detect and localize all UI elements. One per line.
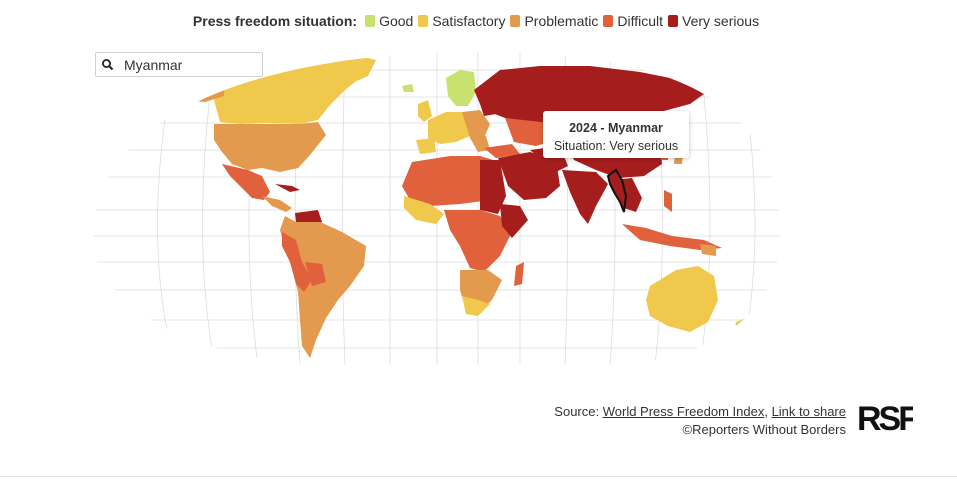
region-central-america[interactable]: [262, 196, 292, 212]
region-central-africa[interactable]: [444, 210, 512, 272]
legend-swatch-problematic: [510, 15, 521, 27]
region-cuba[interactable]: [275, 184, 300, 192]
legend-label-good: Good: [379, 13, 414, 29]
tooltip-title: 2024 - Myanmar: [569, 121, 663, 135]
region-uk[interactable]: [418, 100, 432, 122]
map-canvas[interactable]: [0, 40, 957, 370]
region-north-africa[interactable]: [402, 156, 504, 206]
source-link[interactable]: World Press Freedom Index: [602, 404, 765, 419]
legend-item-problematic: Problematic: [510, 13, 598, 29]
legend-title: Press freedom situation:: [192, 13, 358, 29]
footer-source-line: Source: World Press Freedom Index, Link …: [554, 403, 846, 421]
legend-swatch-satisfactory: [418, 15, 429, 27]
region-bolivia[interactable]: [305, 262, 326, 286]
region-nordics[interactable]: [446, 70, 476, 106]
tooltip-situation: Situation: Very serious: [553, 139, 679, 153]
footer-copyright: ©Reporters Without Borders: [682, 422, 846, 437]
region-greenland[interactable]: [318, 56, 376, 84]
legend: Press freedom situation: Good Satisfacto…: [0, 13, 957, 29]
legend-label-problematic: Problematic: [524, 13, 599, 29]
region-south-america[interactable]: [280, 216, 366, 358]
region-east-africa[interactable]: [500, 204, 528, 238]
map-tooltip: 2024 - Myanmar Situation: Very serious: [543, 111, 689, 158]
share-link[interactable]: Link to share: [771, 404, 846, 419]
legend-item-very-serious: Very serious: [668, 13, 759, 29]
bottom-divider: [0, 476, 957, 477]
source-prefix: Source:: [554, 404, 603, 419]
svg-text:RSF: RSF: [857, 400, 913, 436]
region-iberia[interactable]: [416, 138, 436, 154]
region-turkey[interactable]: [484, 144, 520, 158]
legend-swatch-good: [365, 15, 376, 27]
region-png[interactable]: [700, 244, 716, 256]
legend-item-satisfactory: Satisfactory: [418, 13, 505, 29]
region-west-europe[interactable]: [428, 112, 472, 144]
footer-source: Source: World Press Freedom Index, Link …: [554, 403, 846, 439]
legend-swatch-difficult: [603, 15, 614, 27]
region-west-africa[interactable]: [404, 196, 444, 224]
legend-swatch-very-serious: [668, 15, 679, 27]
region-egypt-sudan[interactable]: [480, 160, 506, 214]
region-south-africa[interactable]: [462, 296, 490, 316]
region-india[interactable]: [562, 170, 608, 224]
legend-item-difficult: Difficult: [603, 13, 663, 29]
legend-label-satisfactory: Satisfactory: [432, 13, 506, 29]
region-middle-east[interactable]: [498, 152, 560, 200]
search-input[interactable]: [124, 56, 254, 73]
region-mexico[interactable]: [222, 164, 270, 200]
search-icon: [101, 58, 115, 72]
rsf-logo: RSF: [857, 398, 921, 438]
source-separator: ,: [764, 404, 772, 419]
legend-item-good: Good: [365, 13, 413, 29]
region-west-south-america[interactable]: [282, 232, 312, 292]
region-central-europe[interactable]: [462, 110, 490, 138]
country-search[interactable]: [95, 52, 263, 77]
region-myanmar-highlight[interactable]: [606, 168, 628, 213]
legend-label-difficult: Difficult: [617, 13, 664, 29]
legend-label-very-serious: Very serious: [682, 13, 760, 29]
world-map[interactable]: 2024 - Myanmar Situation: Very serious: [0, 40, 957, 370]
region-iceland[interactable]: [402, 84, 414, 92]
region-philippines[interactable]: [664, 190, 672, 212]
region-madagascar[interactable]: [514, 262, 524, 286]
region-indonesia[interactable]: [622, 224, 722, 250]
region-usa[interactable]: [214, 122, 326, 172]
region-australia[interactable]: [646, 266, 718, 332]
